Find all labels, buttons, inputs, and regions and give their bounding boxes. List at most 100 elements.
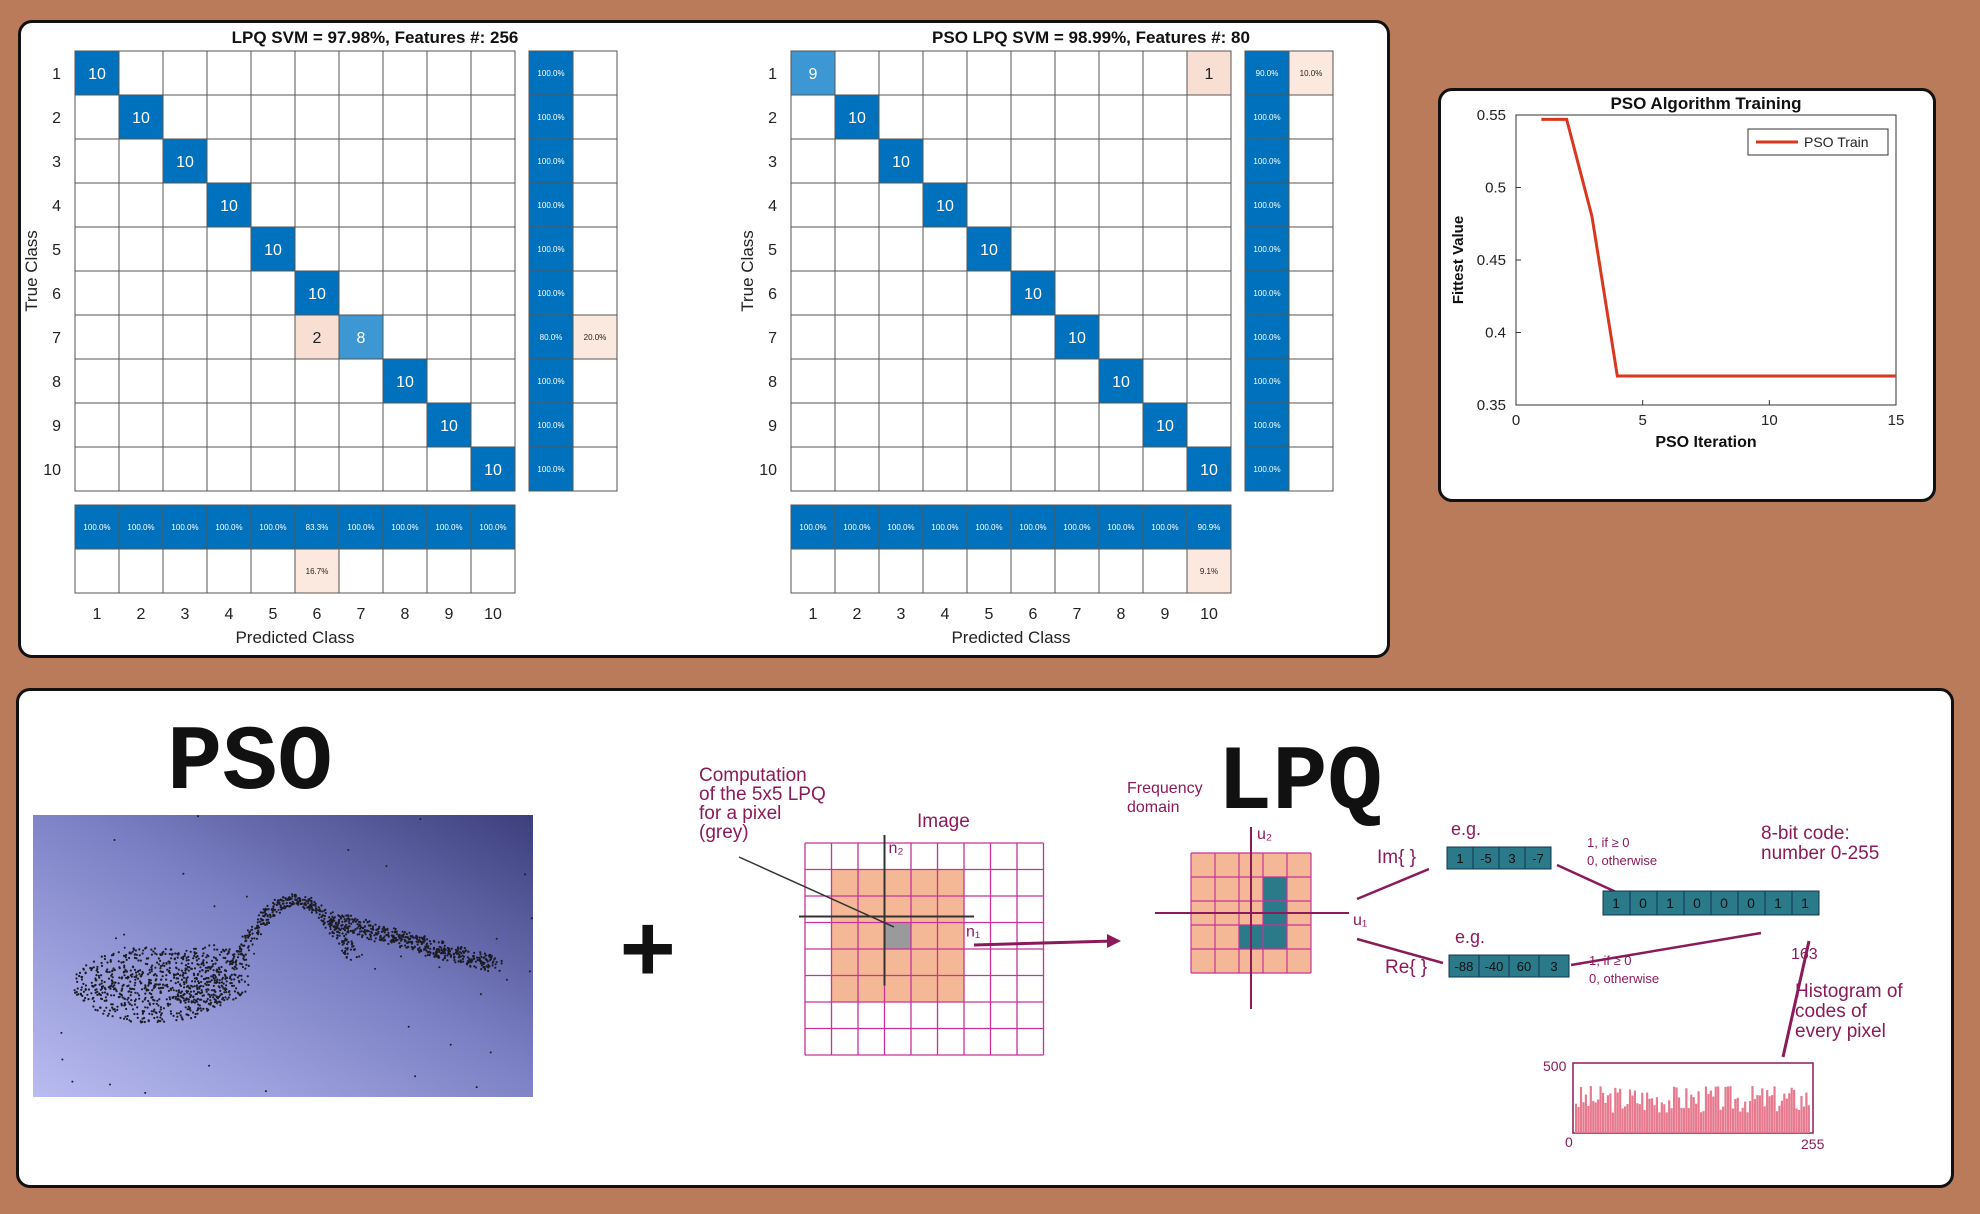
bird <box>109 985 112 988</box>
histogram-bar <box>1756 1095 1759 1133</box>
bird <box>152 950 155 953</box>
bird <box>180 995 183 998</box>
confusion-matrix-pso: PSO LPQ SVM = 98.99%, Features #: 801 9 12… <box>738 28 1334 647</box>
histogram-bar <box>1761 1088 1764 1133</box>
col-summary-error-cell <box>834 548 880 594</box>
bird <box>151 964 154 967</box>
bird <box>214 962 217 965</box>
bird <box>202 994 205 997</box>
bird <box>204 982 207 985</box>
col-summary-correct-cell <box>790 504 836 550</box>
bird <box>197 957 200 960</box>
bird <box>366 929 369 932</box>
row-correct-pct: 100.0% <box>1253 333 1280 342</box>
bird <box>235 963 238 966</box>
matrix-cell <box>922 226 968 272</box>
row-correct-pct: 80.0% <box>540 333 563 342</box>
bird <box>162 1007 165 1010</box>
bird <box>228 990 231 993</box>
bird <box>206 981 209 984</box>
row-tick-label: 1 <box>52 66 61 83</box>
bird <box>387 931 390 934</box>
bird <box>209 967 212 970</box>
stray-bird <box>218 986 221 989</box>
im-value-cell <box>1524 846 1552 870</box>
matrix-cell <box>470 270 516 316</box>
matrix-cell <box>206 138 252 184</box>
row-tick-label: 4 <box>768 198 777 215</box>
bird <box>80 975 83 979</box>
bird <box>143 998 146 1001</box>
bird <box>107 977 111 980</box>
bird <box>347 940 350 944</box>
bird <box>402 935 405 939</box>
bird <box>217 966 220 969</box>
bird <box>250 928 253 931</box>
bird <box>205 988 208 991</box>
stray-bird <box>505 978 508 981</box>
stray-bird <box>123 946 126 949</box>
bird <box>172 973 175 976</box>
bird <box>103 1009 106 1012</box>
bird <box>96 965 99 968</box>
bird <box>358 955 361 958</box>
bird <box>185 956 188 959</box>
row-summary-correct-cell <box>528 50 574 96</box>
bird <box>239 993 243 996</box>
bird <box>175 989 178 992</box>
bird <box>470 958 473 961</box>
bird <box>220 993 223 996</box>
bird <box>363 928 366 932</box>
col-summary-error-cell <box>382 548 428 594</box>
bird <box>76 980 79 983</box>
bird <box>419 940 422 943</box>
bird <box>329 928 332 931</box>
histogram-bar <box>1788 1093 1791 1133</box>
bird <box>453 959 456 962</box>
row-summary-error-cell <box>572 358 618 404</box>
bird <box>330 920 333 923</box>
bird <box>205 977 208 980</box>
col-tick-label: 3 <box>897 606 906 623</box>
bird <box>428 950 431 953</box>
bird <box>202 959 205 962</box>
bird <box>129 969 132 972</box>
histogram-bar <box>1751 1086 1754 1133</box>
bird <box>423 939 426 942</box>
matrix-cell <box>338 358 384 404</box>
bird <box>394 937 397 940</box>
bird <box>444 954 447 957</box>
bird <box>131 1008 135 1011</box>
bird <box>479 962 482 965</box>
row-correct-pct: 100.0% <box>537 69 564 78</box>
bird <box>192 990 195 993</box>
bird <box>80 978 83 981</box>
bird <box>482 956 485 959</box>
bird <box>244 967 247 970</box>
bird <box>254 927 257 930</box>
col-summary-correct-cell <box>470 504 516 550</box>
im-arrow <box>1356 867 1430 901</box>
bird <box>202 1000 205 1003</box>
bird <box>156 1016 159 1019</box>
histogram-caption: codes of <box>1795 1001 1868 1022</box>
bird <box>311 909 314 912</box>
bird <box>322 919 325 922</box>
row-summary-error-cell <box>1288 402 1334 448</box>
bird <box>171 952 174 955</box>
bird <box>179 1014 182 1017</box>
bird <box>147 1020 150 1023</box>
bird <box>438 949 441 952</box>
bird <box>352 931 356 934</box>
bird <box>129 974 132 977</box>
plus-sign: + <box>619 901 677 1010</box>
bird <box>111 1015 114 1018</box>
matrix-cell <box>1098 446 1144 492</box>
row-summary-error-cell <box>1288 270 1334 316</box>
bird <box>167 1002 170 1005</box>
histogram-bar <box>1633 1090 1636 1133</box>
matrix-cell <box>966 94 1012 140</box>
x-tick-label: 10 <box>1761 412 1778 429</box>
code-bit: 0 <box>1747 895 1755 911</box>
bird <box>265 921 269 924</box>
